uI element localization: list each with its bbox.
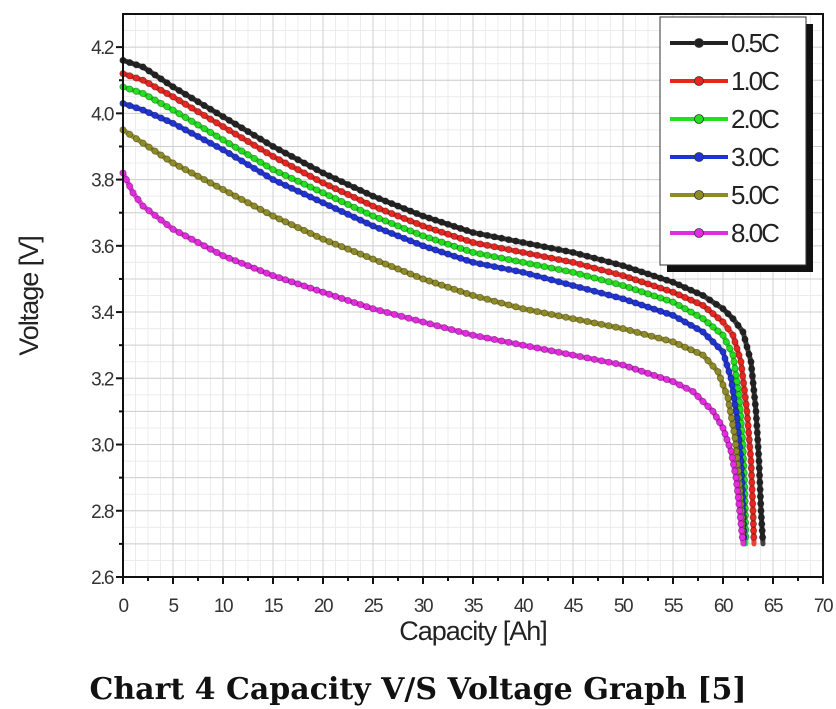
x-tick-label: 45 bbox=[564, 596, 583, 617]
legend-label: 3.0C bbox=[731, 142, 779, 172]
x-tick-label: 30 bbox=[414, 596, 433, 617]
legend-label: 8.0C bbox=[731, 218, 779, 248]
legend-label: 1.0C bbox=[731, 66, 779, 96]
x-tick-label: 15 bbox=[264, 596, 283, 617]
axis-ticks bbox=[116, 46, 824, 584]
y-axis-title: Voltage [V] bbox=[14, 236, 44, 356]
y-tick-label: 3.2 bbox=[91, 369, 114, 390]
legend-item-8.0C: 8.0C bbox=[670, 218, 781, 248]
x-tick-label: 60 bbox=[714, 596, 733, 617]
x-tick-label: 70 bbox=[814, 596, 833, 617]
y-tick-label: 4.0 bbox=[91, 104, 114, 125]
series-2.0C bbox=[119, 83, 750, 547]
y-tick-label: 3.4 bbox=[91, 303, 115, 324]
y-tick-label: 3.0 bbox=[91, 436, 114, 457]
y-tick-label: 2.6 bbox=[91, 568, 114, 589]
legend-label: 2.0C bbox=[731, 104, 779, 134]
legend-item-1.0C: 1.0C bbox=[670, 66, 781, 96]
legend-item-5.0C: 5.0C bbox=[670, 180, 781, 210]
series-8.0C bbox=[119, 169, 746, 547]
figure-caption: Chart 4 Capacity V/S Voltage Graph [5] bbox=[89, 672, 747, 707]
series-3.0C bbox=[119, 99, 748, 547]
x-tick-label: 65 bbox=[764, 596, 783, 617]
x-tick-label: 35 bbox=[464, 596, 483, 617]
legend-label: 5.0C bbox=[731, 180, 779, 210]
y-tick-label: 2.8 bbox=[91, 502, 114, 523]
legend-label: 0.5C bbox=[731, 28, 779, 58]
x-tick-label: 25 bbox=[364, 596, 383, 617]
x-axis-title: Capacity [Ah] bbox=[399, 616, 547, 646]
x-tick-label: 55 bbox=[664, 596, 683, 617]
legend-box bbox=[659, 16, 807, 266]
legend: 0.5C 1.0C 2.0C 3.0C 5.0C 8.0C bbox=[659, 16, 813, 272]
x-tick-label: 5 bbox=[168, 596, 178, 617]
x-tick-label: 20 bbox=[314, 596, 333, 617]
legend-items: 0.5C 1.0C 2.0C 3.0C 5.0C 8.0C bbox=[670, 28, 781, 248]
series-5.0C bbox=[119, 126, 747, 547]
y-tick-label: 4.2 bbox=[91, 38, 114, 59]
x-tick-label: 0 bbox=[118, 596, 128, 617]
x-tick-label: 50 bbox=[614, 596, 633, 617]
data-series bbox=[119, 56, 767, 547]
x-axis-tick-labels: 0 5 10 15 20 25 30 35 40 45 50 55 60 65 70 bbox=[118, 596, 834, 617]
y-tick-label: 3.8 bbox=[91, 171, 114, 192]
legend-item-2.0C: 2.0C bbox=[670, 104, 781, 134]
x-tick-label: 10 bbox=[214, 596, 233, 617]
x-tick-label: 40 bbox=[514, 596, 533, 617]
legend-item-0.5C: 0.5C bbox=[670, 28, 781, 58]
y-tick-label: 3.6 bbox=[91, 237, 114, 258]
y-axis-tick-labels: 2.6 2.8 3.0 3.2 3.4 3.6 3.8 4.0 4.2 bbox=[91, 38, 116, 589]
legend-item-3.0C: 3.0C bbox=[670, 142, 781, 172]
series-0.5C bbox=[119, 56, 767, 547]
series-1.0C bbox=[119, 70, 758, 547]
